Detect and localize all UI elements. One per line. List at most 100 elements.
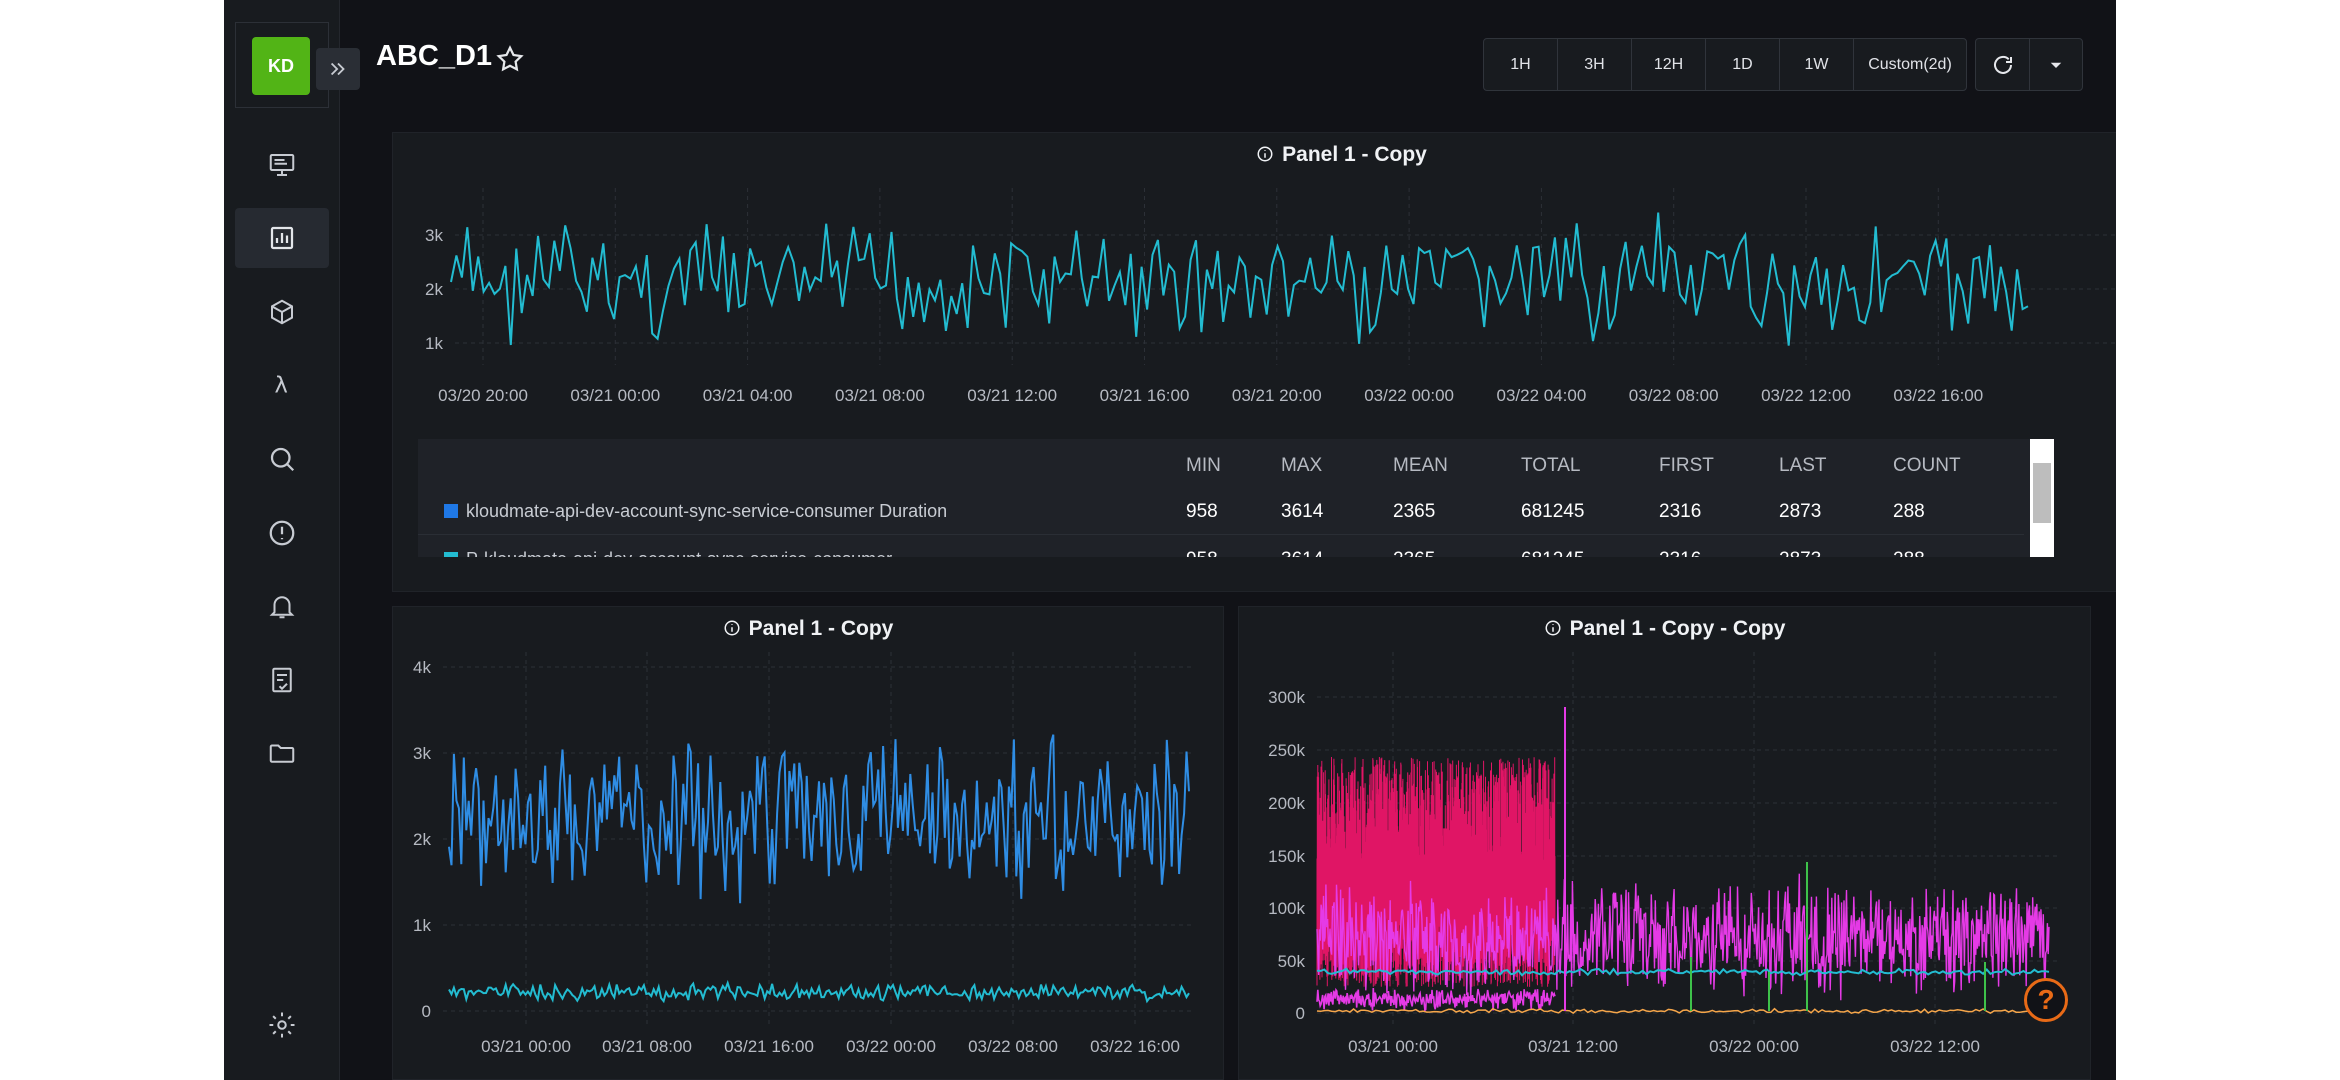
panel-bottom-right: 300k 250k 200k 150k 100k 50k 0 03/21 00:00 03/21… <box>1238 606 2091 1080</box>
legend-value: 2365 <box>1393 501 1436 522</box>
legend-value: 2316 <box>1659 501 1702 522</box>
y-tick-label: 300k <box>1268 688 1305 707</box>
expand-sidebar-button[interactable] <box>316 48 360 90</box>
legend-value: 2873 <box>1779 501 1822 522</box>
sidebar-item-search[interactable] <box>235 429 329 489</box>
panel-bottom-right-title: Panel 1 - Copy - Copy <box>1569 617 1786 640</box>
refresh-controls <box>1975 38 2083 91</box>
alert-icon <box>269 520 295 546</box>
x-tick-label: 03/22 12:00 <box>1761 386 1851 405</box>
caret-down-icon <box>2050 62 2062 68</box>
x-tick-label: 03/21 12:00 <box>967 386 1057 405</box>
report-icon <box>272 667 292 693</box>
sidebar-item-packages[interactable] <box>235 282 329 342</box>
x-tick-label: 03/21 08:00 <box>602 1037 692 1056</box>
y-tick-label: 2k <box>425 280 443 299</box>
legend-value: 3614 <box>1281 501 1324 522</box>
legend-table: MIN MAX MEAN TOTAL FIRST LAST COUNT klou… <box>418 439 2054 557</box>
info-icon[interactable] <box>723 619 741 637</box>
star-icon[interactable] <box>495 44 525 74</box>
logo-container: KD <box>235 22 329 108</box>
x-tick-label: 03/21 16:00 <box>1100 386 1190 405</box>
legend-value: 681245 <box>1521 549 1584 557</box>
legend-value: 288 <box>1893 549 1925 557</box>
sidebar-item-reports[interactable] <box>235 650 329 710</box>
x-tick-label: 03/22 00:00 <box>1364 386 1454 405</box>
info-icon[interactable] <box>1544 619 1562 637</box>
legend-header-first[interactable]: FIRST <box>1659 455 1714 476</box>
bell-icon <box>269 596 295 619</box>
y-tick-label: 3k <box>425 226 443 245</box>
svg-text:λ: λ <box>275 373 288 399</box>
help-button[interactable]: ? <box>2024 978 2068 1022</box>
x-tick-label: 03/22 08:00 <box>1629 386 1719 405</box>
sidebar-item-dashboards[interactable] <box>235 208 329 268</box>
legend-row[interactable]: P-kloudmate-api-dev-account-sync-service… <box>418 535 2024 557</box>
x-tick-label: 03/22 00:00 <box>1709 1037 1799 1056</box>
legend-value: 958 <box>1186 549 1218 557</box>
x-tick-label: 03/22 08:00 <box>968 1037 1058 1056</box>
series-line <box>1316 967 2050 977</box>
y-tick-label: 3k <box>413 744 431 763</box>
sidebar-item-alerts[interactable] <box>235 503 329 563</box>
legend-value: 2316 <box>1659 549 1701 557</box>
folder-icon <box>269 744 295 763</box>
sidebar: KD λ <box>224 0 340 1080</box>
legend-value: 2365 <box>1393 549 1435 557</box>
gear-icon <box>269 1012 295 1038</box>
series-line <box>1316 987 1556 1012</box>
legend-value: 3614 <box>1281 549 1323 557</box>
dashboard-title: ABC_D1 <box>376 40 493 72</box>
x-tick-label: 03/21 12:00 <box>1528 1037 1618 1056</box>
sidebar-item-notifications[interactable] <box>235 576 329 636</box>
time-range-custom-button[interactable]: Custom(2d) <box>1868 55 1952 73</box>
legend-header-last[interactable]: LAST <box>1779 455 1827 476</box>
scrollbar-thumb[interactable] <box>2033 463 2051 523</box>
legend-series-name: kloudmate-api-dev-account-sync-service-c… <box>466 501 948 521</box>
time-range-3h-button[interactable]: 3H <box>1558 39 1632 90</box>
y-tick-label: 4k <box>413 658 431 677</box>
dashboard-icon <box>270 226 294 250</box>
y-tick-label: 100k <box>1268 899 1305 918</box>
x-tick-label: 03/21 00:00 <box>1348 1037 1438 1056</box>
x-tick-label: 03/20 20:00 <box>438 386 528 405</box>
chart-top: 3k 2k 1k 03/20 20:00 03/21 00:00 03/21 04:00 0… <box>425 188 2116 405</box>
legend-scrollbar[interactable] <box>2030 439 2054 557</box>
panel-top: 3k 2k 1k 03/20 20:00 03/21 00:00 03/21 04:00 0… <box>392 132 2116 592</box>
y-tick-label: 1k <box>413 916 431 935</box>
x-tick-label: 03/21 08:00 <box>835 386 925 405</box>
x-tick-label: 03/21 20:00 <box>1232 386 1322 405</box>
sidebar-item-monitors[interactable] <box>235 135 329 195</box>
legend-header-max[interactable]: MAX <box>1281 455 1323 476</box>
sidebar-item-functions[interactable]: λ <box>235 355 329 415</box>
y-tick-label: 150k <box>1268 847 1305 866</box>
legend-swatch <box>444 552 458 557</box>
legend-header-min[interactable]: MIN <box>1186 455 1221 476</box>
app-window: KD λ AB <box>224 0 2116 1080</box>
time-range-1w-button[interactable]: 1W <box>1780 39 1854 90</box>
y-tick-label: 1k <box>425 334 443 353</box>
refresh-button[interactable] <box>1976 39 2030 90</box>
monitor-icon <box>269 154 295 176</box>
chevron-double-right-icon <box>330 62 345 76</box>
info-icon[interactable] <box>1256 145 1274 163</box>
legend-header-count[interactable]: COUNT <box>1893 455 1961 476</box>
legend-header-total[interactable]: TOTAL <box>1521 455 1581 476</box>
refresh-interval-dropdown[interactable] <box>2030 39 2082 90</box>
y-tick-label: 50k <box>1278 952 1306 971</box>
sidebar-item-folders[interactable] <box>235 723 329 783</box>
time-range-1d-button[interactable]: 1D <box>1706 39 1780 90</box>
sidebar-item-settings[interactable] <box>235 995 329 1055</box>
x-tick-label: 03/21 04:00 <box>703 386 793 405</box>
chart-bottom-right: 300k 250k 200k 150k 100k 50k 0 03/21 00:00 03/21… <box>1268 652 2059 1056</box>
legend-row[interactable]: kloudmate-api-dev-account-sync-service-c… <box>418 487 2024 535</box>
series-line <box>1316 1007 2050 1015</box>
legend-header-mean[interactable]: MEAN <box>1393 455 1448 476</box>
time-range-1h-button[interactable]: 1H <box>1484 39 1558 90</box>
x-tick-label: 03/22 04:00 <box>1496 386 1586 405</box>
logo[interactable]: KD <box>252 37 310 95</box>
y-tick-label: 250k <box>1268 741 1305 760</box>
time-range-12h-button[interactable]: 12H <box>1632 39 1706 90</box>
lambda-icon: λ <box>275 373 288 399</box>
series-line <box>1316 873 2050 1002</box>
